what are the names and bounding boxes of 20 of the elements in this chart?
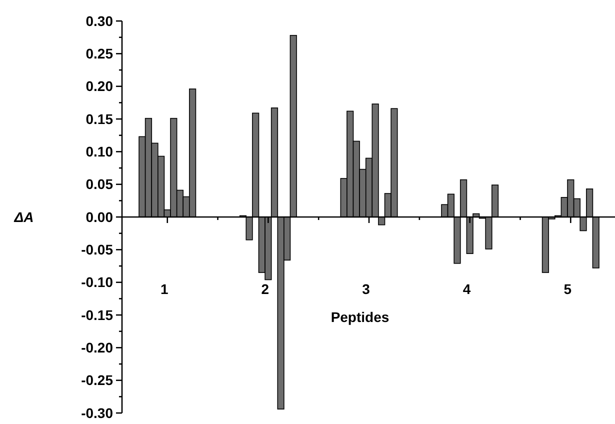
y-axis-title: ΔA xyxy=(13,208,34,225)
y-tick-label: -0.15 xyxy=(81,306,114,323)
y-tick-label: -0.05 xyxy=(81,242,114,258)
x-axis-title: Peptides xyxy=(330,309,390,325)
y-tick-label: -0.20 xyxy=(81,340,114,356)
x-tick-label: 1 xyxy=(160,281,168,297)
x-tick-label: 3 xyxy=(362,281,370,297)
y-tick-label: -0.30 xyxy=(81,404,114,421)
x-tick-label: 5 xyxy=(564,281,572,297)
y-tick-label: 0.15 xyxy=(86,110,114,127)
y-tick-label: 0.05 xyxy=(86,176,114,192)
x-tick-label: 2 xyxy=(261,281,270,297)
x-tick-label: 4 xyxy=(462,281,471,297)
y-tick-label: 0.00 xyxy=(86,208,114,225)
y-tick-label: 0.10 xyxy=(86,144,114,160)
y-tick-label: 0.30 xyxy=(86,12,114,29)
y-tick-label: 0.20 xyxy=(86,78,114,94)
y-tick-label: -0.10 xyxy=(81,274,114,290)
y-tick-label: 0.25 xyxy=(86,46,114,62)
y-tick-label: -0.25 xyxy=(81,372,114,388)
